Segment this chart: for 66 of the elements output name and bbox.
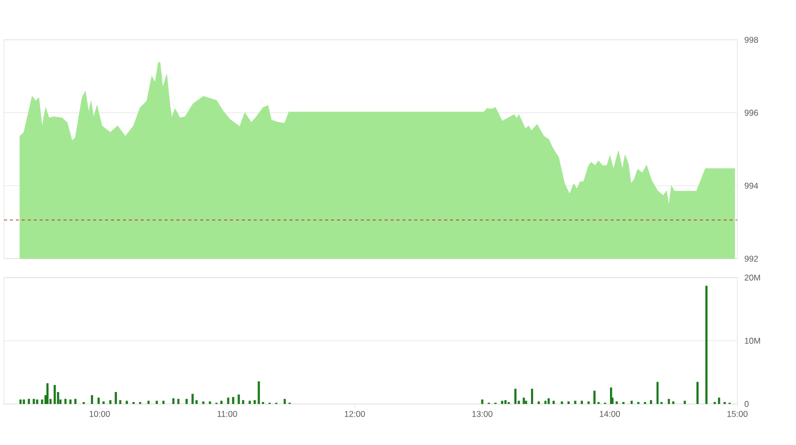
x-tick-label: 15:00 [727,411,748,418]
bar [248,400,251,404]
bar [54,385,56,404]
bar [284,399,286,404]
bar [696,382,699,404]
bar [28,399,30,404]
y-tick-label: 996 [744,110,758,116]
y-tick-label: 20M [744,274,760,281]
bar [552,400,555,404]
y-tick-label: 992 [744,256,758,262]
bar [109,400,112,404]
bar [668,399,670,404]
y-tick-label: 998 [744,36,758,43]
bar [588,402,590,404]
bar [22,400,25,404]
bar [90,395,94,404]
y-tick-label: 10M [744,338,760,344]
bar [192,394,194,404]
bar [481,400,484,404]
bar [531,388,534,404]
bar [98,398,100,404]
bar [177,399,180,404]
bar [64,399,67,404]
bar [672,402,674,404]
bar [650,400,652,404]
bar [156,400,158,404]
bar [514,388,516,404]
bar [522,398,525,404]
bar [69,400,72,404]
bar [114,392,117,404]
bar [567,402,570,404]
y-tick-label: 994 [744,182,758,189]
bar [186,399,188,404]
bar [616,402,618,404]
bar [238,394,240,404]
bar [195,400,198,404]
bar [46,383,49,404]
bar [538,402,540,404]
bar [202,402,204,404]
bar [656,382,659,404]
x-tick-label: 11:00 [218,411,238,418]
x-tick-label: 10:00 [90,411,110,418]
x-tick-label: 12:00 [344,411,365,418]
bar [593,390,596,404]
bar [36,400,38,404]
bar [232,397,234,404]
y-tick-label: 0 [744,401,749,408]
bar [227,398,230,404]
bar [74,399,77,404]
bar [119,400,122,404]
bar [258,381,260,404]
bar [504,400,507,404]
bar [32,399,35,404]
bar [126,400,128,404]
x-tick-label: 14:00 [600,411,620,418]
bar [705,286,708,404]
bar [102,402,105,404]
bar [718,398,720,404]
bar [574,400,576,404]
bar [548,398,550,404]
bar [580,400,583,404]
bar [208,402,212,404]
x-tick-label: 13:00 [472,411,492,418]
bar [19,400,22,404]
bar [242,400,244,404]
bar [560,402,564,404]
